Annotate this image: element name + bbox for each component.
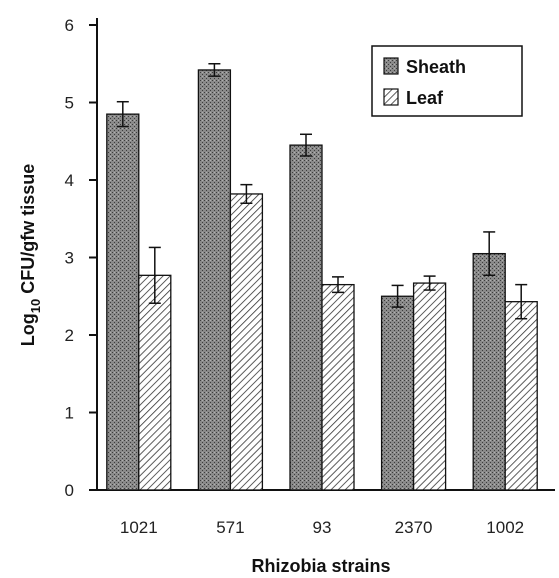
x-tick-label-1021: 1021 xyxy=(120,518,158,537)
error-bar-leaf-1021 xyxy=(148,246,161,304)
x-tick-label-93: 93 xyxy=(313,518,332,537)
bar-leaf-571 xyxy=(229,193,264,491)
error-bar-leaf-1002 xyxy=(515,283,528,320)
y-axis-title-prefix: Log xyxy=(18,313,38,346)
bar-leaf-1021 xyxy=(138,274,172,491)
bar-sheath-571 xyxy=(197,69,232,491)
bar-leaf-93 xyxy=(321,283,355,491)
y-axis-title: Log10 CFU/gfw tissue xyxy=(18,164,43,346)
y-tick-label: 6 xyxy=(65,16,74,35)
bar-sheath-2370 xyxy=(380,295,415,491)
error-bar-leaf-2370 xyxy=(423,275,436,291)
bar-sheath-1021 xyxy=(106,113,140,491)
bar-sheath-1002 xyxy=(472,252,506,491)
y-tick-label: 0 xyxy=(65,481,74,500)
y-tick-label: 3 xyxy=(65,249,74,268)
legend: Sheath Leaf xyxy=(371,45,523,117)
x-tick-label-1002: 1002 xyxy=(486,518,524,537)
y-tick-label: 5 xyxy=(65,94,74,113)
error-bar-sheath-1021 xyxy=(116,100,129,128)
bar-sheath-93 xyxy=(289,144,323,491)
error-bar-sheath-93 xyxy=(300,133,312,157)
error-bar-sheath-571 xyxy=(208,63,221,77)
legend-swatch-sheath xyxy=(383,57,399,75)
y-axis-title-subscript: 10 xyxy=(28,299,43,313)
bar-leaf-2370 xyxy=(412,282,447,491)
y-tick-label: 4 xyxy=(65,171,74,190)
x-axis-title: Rhizobia strains xyxy=(251,556,390,576)
y-tick-label: 2 xyxy=(65,326,74,345)
error-bar-sheath-1002 xyxy=(483,231,496,277)
error-bar-leaf-93 xyxy=(332,276,344,294)
x-tick-label-2370: 2370 xyxy=(395,518,433,537)
legend-swatch-leaf xyxy=(383,88,399,106)
y-axis-title-suffix: CFU/gfw tissue xyxy=(18,164,38,299)
x-tick-label-571: 571 xyxy=(216,518,244,537)
legend-label-sheath: Sheath xyxy=(406,57,466,77)
error-bar-sheath-2370 xyxy=(391,284,404,308)
bar-leaf-1002 xyxy=(504,301,538,491)
y-tick-label: 1 xyxy=(65,404,74,423)
error-bar-leaf-571 xyxy=(240,183,253,204)
legend-label-leaf: Leaf xyxy=(406,88,444,108)
